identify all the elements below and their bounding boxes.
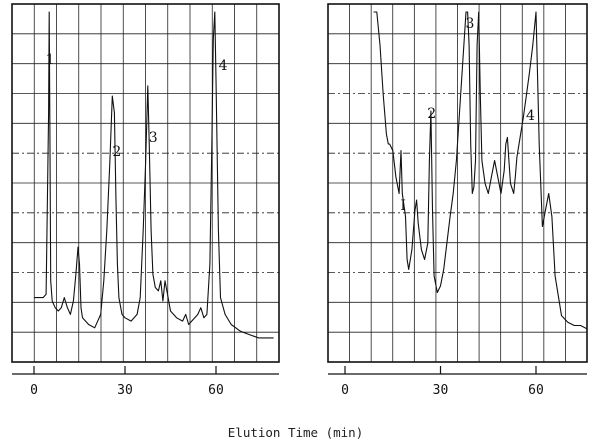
peak-label-4: 4 [219, 58, 228, 74]
left-chromatogram-panel: 1 2 3 4 0 30 60 [11, 3, 280, 398]
x-tick-label: 60 [208, 383, 224, 398]
peak-label-2: 2 [112, 144, 121, 160]
x-tick-label: 30 [117, 383, 133, 398]
peak-label-4: 4 [526, 108, 535, 124]
peak-label-3: 3 [466, 16, 475, 32]
peak-label-3: 3 [149, 130, 158, 146]
right-chromatogram-panel: I 2 3 4 0 30 60 [327, 3, 588, 398]
plot-frame [11, 3, 280, 363]
x-axis-label: Elution Time (min) [227, 425, 364, 440]
peak-label-1: 1 [46, 52, 55, 68]
x-tick-label: 60 [528, 383, 544, 398]
x-tick-label: 30 [433, 383, 449, 398]
x-tick-label: 0 [30, 383, 38, 398]
chromatogram-trace [34, 11, 274, 339]
chromatogram-trace [373, 11, 587, 330]
peak-label-1: I [400, 198, 406, 214]
peak-label-2: 2 [427, 106, 436, 122]
x-tick-label: 0 [341, 383, 349, 398]
plot-frame [327, 3, 588, 363]
